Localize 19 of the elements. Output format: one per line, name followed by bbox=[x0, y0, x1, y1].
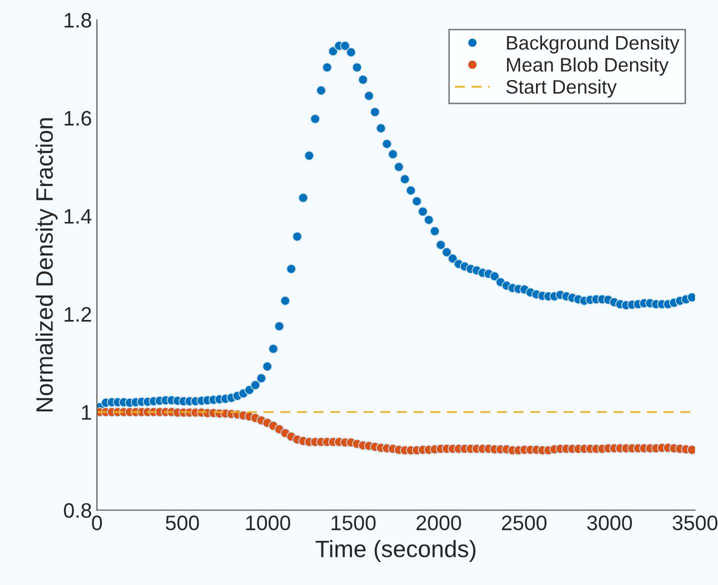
y-tick-label: 1.4 bbox=[64, 209, 92, 224]
x-tick-label: 0 bbox=[92, 516, 102, 530]
x-axis-title: Time (seconds) bbox=[316, 540, 476, 562]
y-tick-label: 1.2 bbox=[64, 307, 92, 322]
x-tick-label: 3000 bbox=[587, 516, 632, 530]
y-axis-title: Normalized Density Fraction bbox=[36, 118, 58, 412]
y-tick-label: 1 bbox=[82, 405, 92, 420]
x-tick-label: 1000 bbox=[246, 516, 290, 530]
y-tick-label: 1.6 bbox=[64, 110, 92, 126]
x-tick-label: 500 bbox=[166, 516, 199, 530]
x-tick-label: 2500 bbox=[502, 516, 546, 530]
legend-label: Mean Blob Density bbox=[507, 57, 669, 76]
legend-label: Background Density bbox=[507, 35, 680, 54]
x-tick-label: 2000 bbox=[416, 516, 462, 530]
y-tick-label: 0.8 bbox=[64, 503, 92, 518]
y-tick-label: 1.8 bbox=[64, 12, 92, 28]
x-tick-label: 3500 bbox=[672, 516, 718, 530]
legend-label: Start Density bbox=[506, 79, 617, 98]
x-tick-label: 1500 bbox=[332, 516, 376, 530]
